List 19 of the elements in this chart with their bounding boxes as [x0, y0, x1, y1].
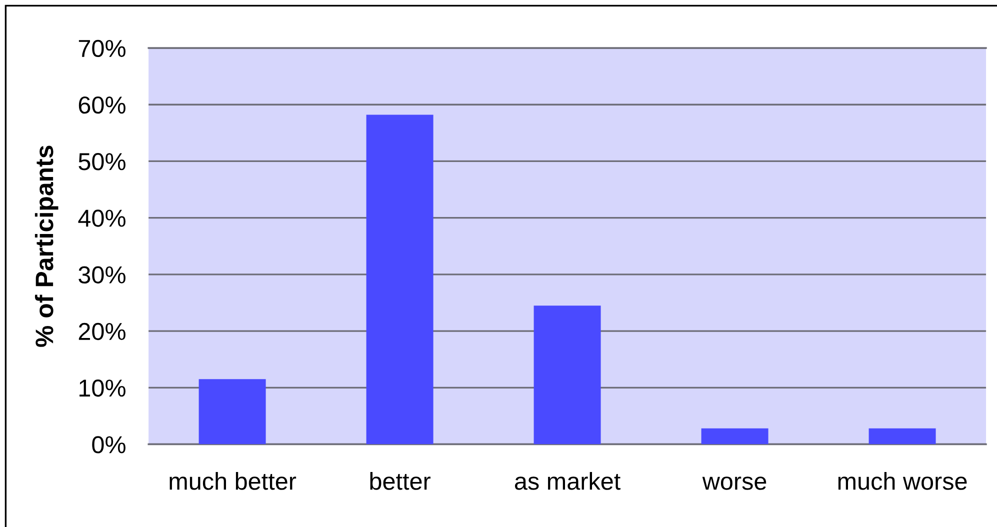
bar: [701, 428, 768, 444]
x-tick-label: much better: [170, 472, 296, 490]
bar: [366, 114, 434, 444]
y-axis-title: % of Participants: [34, 146, 58, 347]
bar: [198, 379, 266, 444]
y-tick-label: 50%: [78, 153, 126, 170]
x-tick-label: worse: [702, 476, 766, 490]
y-tick-label: 30%: [78, 266, 126, 284]
y-tick-label: 60%: [78, 96, 126, 114]
x-tick-label: better: [370, 472, 430, 490]
y-tick-label: 0%: [92, 436, 126, 454]
y-tick-label: 40%: [78, 210, 126, 227]
y-tick-label: 10%: [80, 379, 126, 397]
bar: [534, 306, 601, 444]
bar: [868, 428, 936, 444]
y-tick-label: 70%: [78, 40, 126, 58]
x-tick-label: as market: [514, 472, 620, 490]
y-tick-label: 20%: [78, 322, 126, 340]
x-tick-label: much worse: [838, 472, 967, 490]
